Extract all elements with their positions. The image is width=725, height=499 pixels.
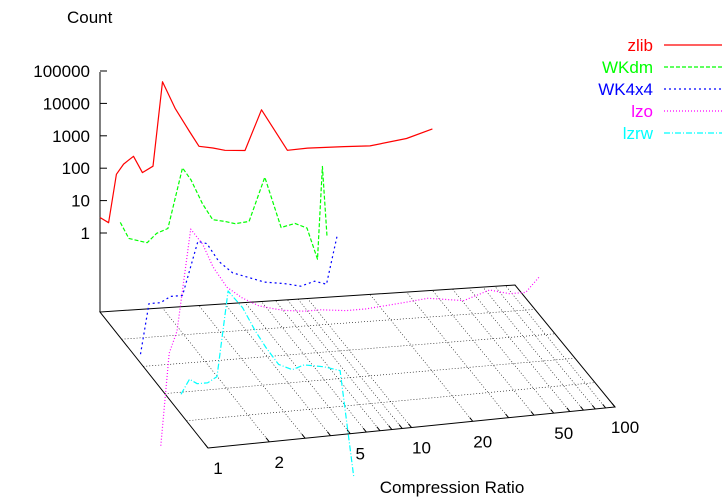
legend-label-lzo: lzo: [631, 102, 653, 121]
z-tick-label: 100000: [33, 62, 90, 81]
legend-label-WKdm: WKdm: [602, 58, 653, 77]
series-line-WKdm: [119, 165, 328, 260]
series-line-zlib: [99, 81, 433, 224]
x-tick-mark: [611, 403, 616, 408]
series-lines: [99, 81, 540, 478]
z-tick-label: 1: [81, 224, 90, 243]
z-axis: 1 10 100 1000 10000 100000: [33, 62, 107, 312]
x-tick-label: 10: [412, 439, 431, 458]
z-tick-label: 1000: [52, 127, 90, 146]
x-tick-mark: [469, 417, 474, 422]
grid-line-x: [287, 299, 393, 430]
series-line-lzrw: [180, 290, 355, 478]
x-tick-mark: [530, 411, 535, 416]
grid-line-x: [432, 290, 535, 416]
grid-line-x: [261, 301, 367, 433]
x-tick-mark: [265, 437, 270, 443]
series-line-WK4x4: [139, 235, 338, 355]
grid-line-x: [494, 286, 596, 410]
x-tick-label: 20: [473, 432, 492, 451]
legend-label-zlib: zlib: [627, 36, 653, 55]
grid-line-x: [406, 291, 509, 418]
x-tick-mark: [566, 407, 571, 412]
grid-line-x: [198, 305, 306, 439]
x-tick-mark: [388, 425, 393, 430]
x-tick-mark: [591, 404, 596, 410]
z-tick-label: 10: [71, 192, 90, 211]
x-tick-mark: [550, 409, 555, 414]
grid-line-y: [121, 309, 536, 340]
grid-line-x: [224, 303, 331, 436]
z-tick-label: 10000: [43, 94, 90, 113]
x-tick-mark: [326, 431, 331, 436]
x-tick-label: 50: [554, 424, 573, 443]
grid-line-x: [505, 285, 606, 409]
grid-line-x: [369, 294, 473, 422]
x-tick-mark: [301, 433, 306, 439]
x-tick-mark: [407, 423, 412, 428]
x-tick-mark: [362, 427, 367, 433]
z-axis-label: Count: [67, 8, 113, 27]
floor-frame: [99, 284, 616, 449]
legend: zlib WKdm WK4x4 lzo lzrw: [598, 36, 722, 143]
grid-line-x: [307, 298, 412, 428]
floor-grid: [121, 285, 606, 443]
grid-line-x: [297, 298, 403, 429]
x-tick-mark: [376, 426, 381, 431]
x-tick-label: 5: [356, 445, 365, 464]
x-tick-label: 2: [275, 453, 284, 472]
x-tick-mark: [580, 406, 584, 411]
x-tick-label: 1: [213, 459, 222, 478]
legend-label-WK4x4: WK4x4: [598, 80, 653, 99]
legend-label-lzrw: lzrw: [623, 124, 654, 143]
grid-line-x: [468, 287, 571, 412]
z-tick-label: 100: [62, 159, 90, 178]
x-tick-mark: [505, 413, 509, 419]
x-tick-mark: [204, 443, 209, 449]
grid-line-x: [482, 286, 584, 411]
x-tick-label: 100: [611, 418, 639, 437]
x-tick-mark: [602, 403, 607, 409]
x-tick-mark: [346, 429, 351, 434]
x-axis-label: Compression Ratio: [380, 478, 525, 497]
x-axis-ticks: 1 2 5 10 20 50 100: [213, 418, 639, 478]
floor-outline: [99, 284, 616, 449]
x-tick-mark: [398, 424, 403, 429]
series-line-lzo: [160, 228, 540, 446]
grid-line-x: [275, 300, 381, 431]
